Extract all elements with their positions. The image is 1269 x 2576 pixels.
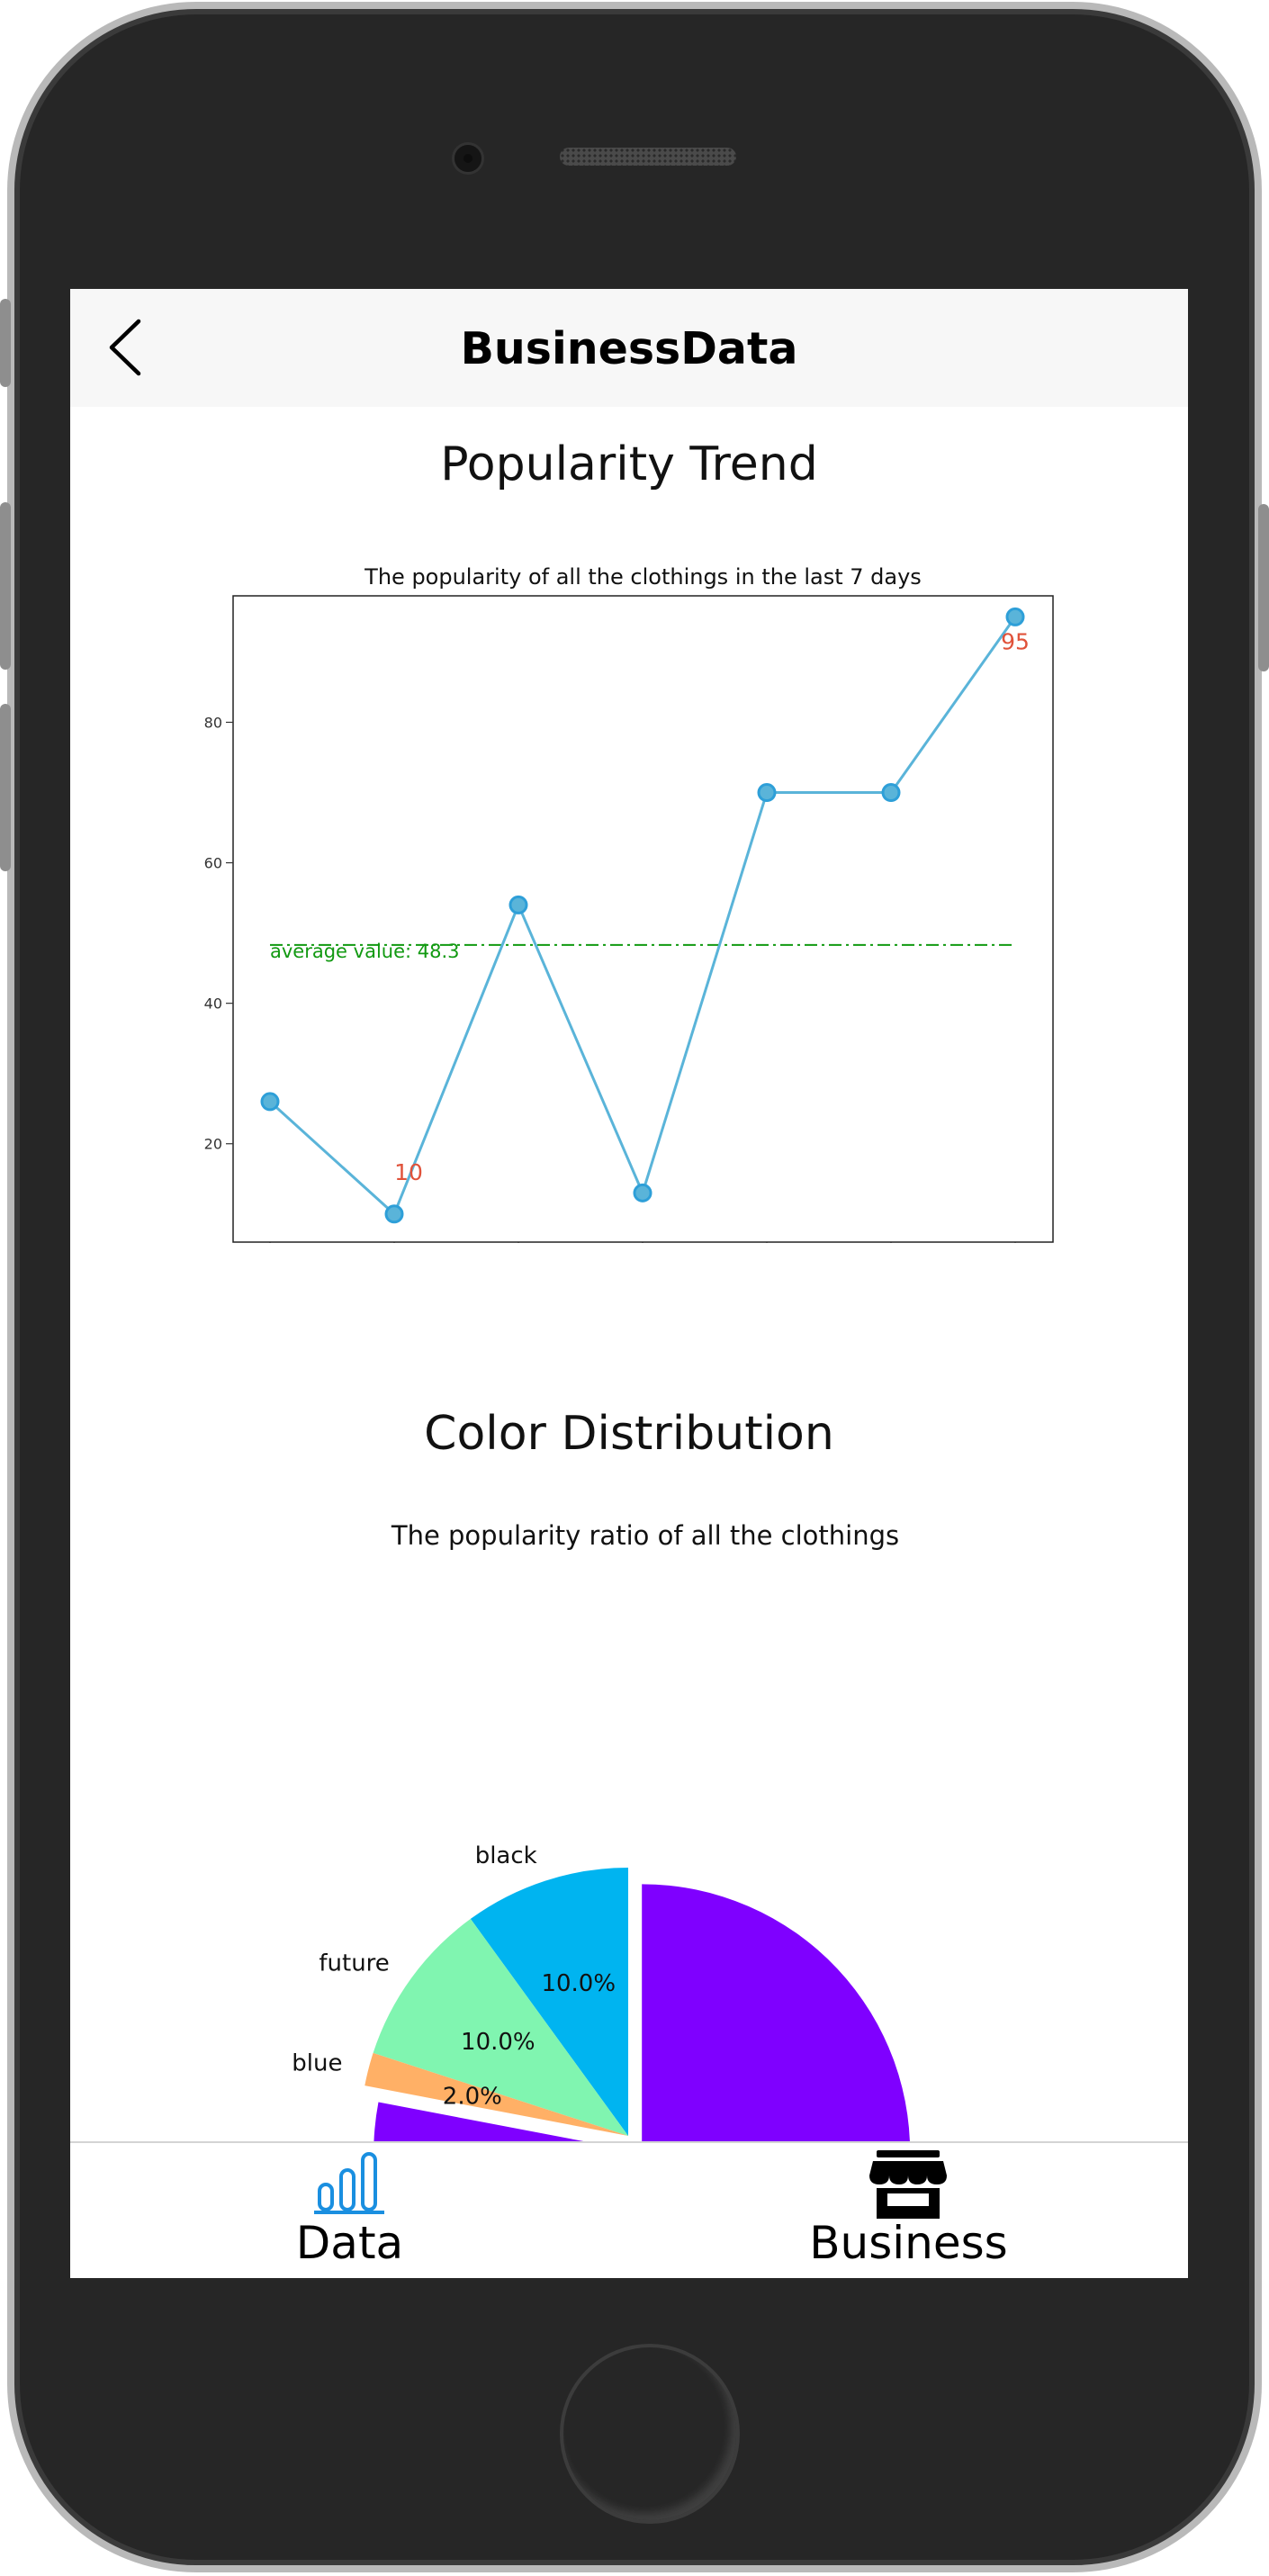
data-point bbox=[260, 1092, 280, 1112]
data-point bbox=[881, 783, 901, 803]
popularity-line-chart: 204060802021-05-072021-05-082021-05-0920… bbox=[204, 595, 1054, 1243]
tab-business[interactable]: Business bbox=[629, 2143, 1188, 2278]
tab-data[interactable]: Data bbox=[70, 2143, 629, 2278]
camera bbox=[452, 142, 484, 175]
pie-category-label: blue bbox=[292, 2049, 342, 2076]
average-label: average value: 48.3 bbox=[270, 941, 460, 962]
point-annotation: 10 bbox=[394, 1159, 423, 1185]
volume-up-button bbox=[0, 502, 11, 670]
data-point bbox=[508, 895, 528, 914]
pie-slice-black bbox=[470, 1868, 628, 2136]
data-point bbox=[633, 1183, 652, 1202]
speaker-grille bbox=[560, 148, 736, 166]
point-annotation: 95 bbox=[1001, 628, 1030, 654]
tab-data-label: Data bbox=[295, 2217, 404, 2269]
y-tick-label: 80 bbox=[204, 714, 222, 731]
popularity-trend-heading: Popularity Trend bbox=[440, 437, 818, 491]
pie-category-label: future bbox=[319, 1950, 389, 1977]
tab-business-label: Business bbox=[809, 2217, 1008, 2269]
popularity-series-line bbox=[268, 616, 1017, 1217]
home-button[interactable] bbox=[560, 2344, 740, 2524]
page-title: BusinessData bbox=[460, 323, 798, 374]
pie-pct-label: 2.0% bbox=[443, 2084, 502, 2111]
pie-chart-title: The popularity ratio of all the clothing… bbox=[391, 1520, 900, 1551]
chevron-left-icon[interactable] bbox=[101, 316, 155, 379]
pie-slice-pink1 bbox=[374, 1884, 910, 2141]
y-tick-label: 20 bbox=[204, 1136, 222, 1153]
power-button bbox=[1258, 504, 1269, 671]
app-screen: BusinessData Popularity Trend The popula… bbox=[70, 289, 1188, 2278]
pie-pct-label: 10.0% bbox=[541, 1970, 616, 1997]
y-tick-label: 40 bbox=[204, 995, 222, 1013]
data-point bbox=[1005, 607, 1025, 626]
y-tick-label: 60 bbox=[204, 855, 222, 872]
line-chart-title: The popularity of all the clothings in t… bbox=[364, 564, 922, 590]
data-point bbox=[384, 1204, 404, 1224]
tab-bar: Data Business bbox=[70, 2141, 1188, 2278]
plot-frame bbox=[232, 595, 1054, 1243]
volume-down-button bbox=[0, 704, 11, 871]
nav-bar: BusinessData bbox=[70, 289, 1188, 407]
pie-slice-blue bbox=[364, 2052, 628, 2136]
data-point bbox=[757, 783, 777, 803]
color-distribution-heading: Color Distribution bbox=[424, 1407, 834, 1461]
bar-chart-icon bbox=[314, 2152, 384, 2214]
pie-category-label: black bbox=[475, 1842, 537, 1869]
pie-slice-future bbox=[373, 1918, 628, 2136]
pie-pct-label: 10.0% bbox=[461, 2029, 536, 2056]
mute-switch bbox=[0, 299, 11, 387]
store-icon bbox=[869, 2150, 947, 2219]
